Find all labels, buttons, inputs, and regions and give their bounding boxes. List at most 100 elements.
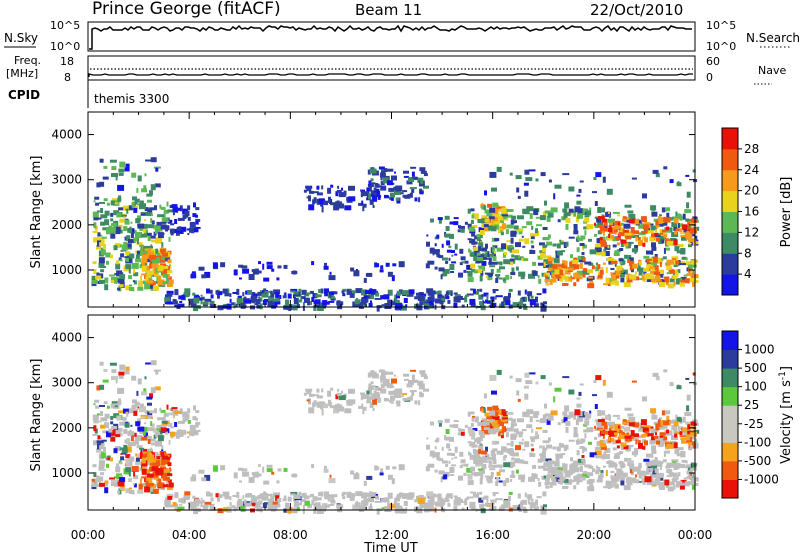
power-cell: [350, 267, 355, 272]
velocity-cell: [258, 464, 261, 468]
power-cell: [406, 293, 414, 297]
velocity-cell: [148, 487, 154, 492]
power-cell: [384, 303, 388, 308]
velocity-cell: [109, 362, 117, 366]
velocity-cell: [564, 405, 570, 412]
power-cell: [402, 194, 408, 198]
velocity-cell: [110, 429, 116, 436]
power-cell: [264, 290, 271, 293]
power-cell: [209, 289, 213, 294]
power-cell: [139, 226, 145, 231]
power-cell: [472, 288, 476, 294]
velocity-cell: [144, 426, 148, 432]
power-cell: [607, 245, 610, 249]
velocity-cell: [669, 440, 677, 446]
power-cell: [597, 207, 602, 213]
velocity-cell: [500, 435, 504, 439]
velocity-cell: [406, 398, 412, 401]
velocity-cell: [506, 443, 511, 446]
power-cell: [478, 227, 485, 233]
power-cell: [144, 173, 147, 177]
power-cell: [599, 240, 606, 245]
power-cell: [418, 183, 425, 187]
velocity-cell: [562, 376, 570, 379]
velocity-cell: [461, 464, 466, 467]
power-cell: [467, 277, 474, 283]
velocity-cell: [494, 453, 496, 457]
power-cell: [543, 301, 547, 305]
velocity-cell: [103, 368, 108, 372]
power-cell: [379, 172, 386, 178]
velocity-cell: [448, 448, 452, 451]
power-cell: [601, 251, 606, 257]
power-cell: [380, 185, 387, 191]
power-cell: [612, 237, 618, 242]
power-cell: [497, 206, 504, 213]
velocity-cell: [487, 480, 493, 484]
power-cell: [691, 277, 696, 283]
power-cell: [438, 218, 442, 224]
velocity-cell: [270, 496, 275, 501]
velocity-cell: [584, 420, 590, 426]
velocity-cell: [554, 475, 560, 482]
power-cell: [552, 243, 557, 247]
velocity-cell: [584, 412, 589, 416]
velocity-cell: [518, 474, 526, 480]
velocity-cell: [374, 386, 380, 391]
velocity-cell: [445, 429, 450, 434]
velocity-cell: [293, 494, 299, 498]
power-cell: [518, 301, 521, 307]
velocity-cell: [179, 408, 183, 415]
velocity-cell: [544, 403, 547, 409]
velocity-cell: [667, 443, 674, 449]
power-cell: [519, 299, 523, 305]
power-cell: [330, 184, 334, 188]
power-cell: [517, 255, 520, 259]
velocity-cell: [526, 424, 533, 429]
velocity-cell: [476, 438, 481, 444]
velocity-cell: [547, 437, 551, 442]
power-cell: [537, 275, 540, 279]
power-cell: [135, 218, 141, 224]
power-cell: [146, 232, 152, 236]
velocity-cell: [496, 477, 500, 482]
velocity-cell: [95, 449, 101, 453]
power-cell: [362, 191, 370, 197]
velocity-cell: [634, 448, 639, 453]
power-cell: [692, 238, 696, 243]
power-cell: [672, 259, 679, 265]
velocity-cell: [625, 478, 628, 484]
velocity-cell: [487, 406, 493, 411]
velocity-cell: [367, 372, 371, 378]
power-cell: [524, 190, 529, 197]
velocity-cell: [595, 419, 599, 422]
velocity-cell: [344, 408, 352, 414]
velocity-cell: [651, 436, 655, 441]
power-cell: [118, 257, 122, 261]
power-cell: [369, 168, 377, 174]
velocity-cell: [510, 433, 517, 440]
colorbar-segment: [722, 479, 738, 499]
velocity-cell: [614, 473, 617, 478]
power-cell: [573, 224, 578, 227]
power-cell: [113, 245, 118, 251]
power-cell: [526, 221, 533, 226]
velocity-cell: [646, 467, 654, 471]
velocity-cell: [633, 422, 639, 428]
velocity-cell: [418, 400, 421, 406]
power-cell: [582, 211, 589, 215]
power-cell: [629, 264, 633, 271]
power-cell: [522, 210, 530, 215]
velocity-cell: [187, 408, 191, 414]
power-cell: [237, 295, 242, 299]
velocity-cell: [619, 451, 624, 454]
velocity-cell: [337, 406, 345, 412]
velocity-cell: [336, 392, 342, 396]
power-cell: [266, 261, 273, 265]
power-cell: [110, 254, 113, 259]
power-cell: [592, 191, 597, 194]
velocity-cell: [106, 457, 111, 460]
velocity-cell: [646, 453, 653, 458]
power-cell: [239, 277, 242, 280]
power-cell: [658, 238, 664, 244]
